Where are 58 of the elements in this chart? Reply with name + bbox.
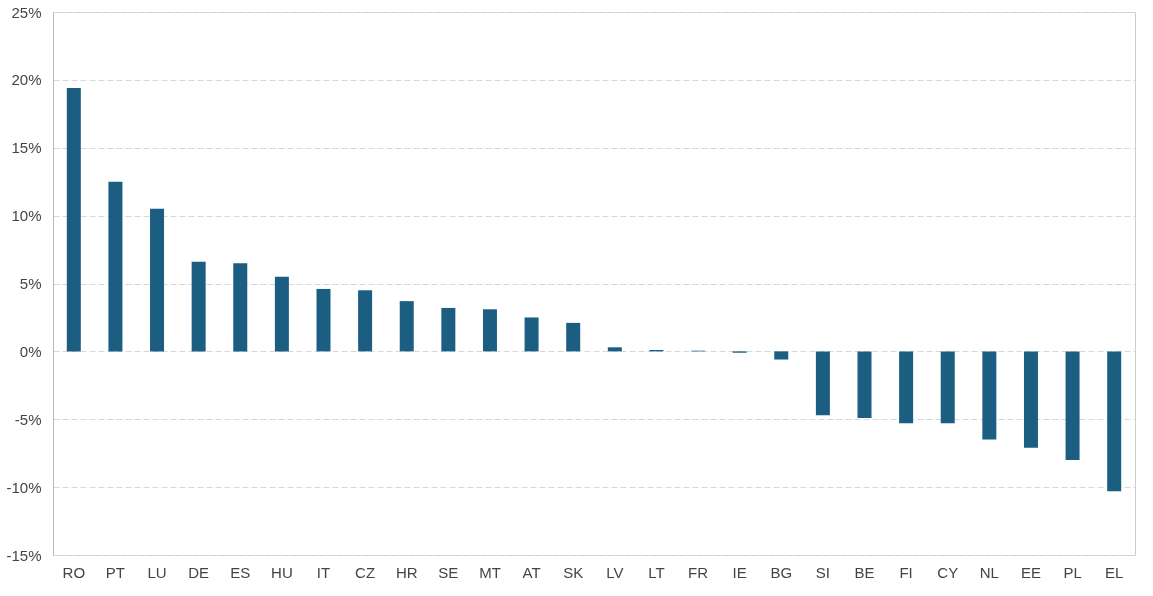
x-tick-label: LT (648, 563, 665, 581)
x-tick-label: HU (271, 563, 293, 581)
bar (399, 301, 414, 352)
x-tick-label: EL (1105, 563, 1124, 581)
x-tick-label: IT (316, 563, 331, 581)
x-tick-label: SI (815, 563, 830, 581)
bar (899, 351, 914, 424)
x-tick-label: PT (105, 563, 126, 581)
bar (566, 322, 581, 352)
bar (482, 309, 497, 352)
y-tick-label: 25% (11, 3, 42, 21)
bar (815, 351, 830, 416)
bar (1023, 351, 1038, 448)
x-tick-label: FR (688, 563, 709, 581)
bar (774, 351, 789, 360)
x-tick-label: SK (563, 563, 584, 581)
x-tick-label: BE (854, 563, 875, 581)
x-tick-label: LV (606, 563, 624, 581)
bar (274, 276, 289, 352)
x-tick-label: CY (937, 563, 959, 581)
x-tick-label: LU (147, 563, 167, 581)
y-tick-label: -10% (6, 478, 42, 496)
y-tick-label: 10% (11, 207, 42, 225)
y-tick-label: 5% (19, 275, 42, 292)
x-tick-label: RO (62, 563, 86, 581)
y-tick-label: -5% (14, 410, 42, 428)
x-tick-label: AT (522, 563, 541, 581)
bar (1065, 351, 1080, 460)
x-tick-label: MT (479, 563, 501, 581)
x-tick-label: NL (979, 563, 999, 581)
y-tick-label: 20% (11, 71, 42, 89)
bar (1107, 351, 1122, 492)
x-tick-label: PL (1063, 563, 1082, 581)
bar (441, 307, 456, 352)
bar (191, 261, 206, 352)
bar (233, 263, 248, 352)
x-tick-label: FI (899, 563, 913, 581)
bar (607, 347, 622, 352)
bar (524, 317, 539, 352)
bar (940, 351, 955, 424)
x-tick-label: ES (230, 563, 251, 581)
y-tick-label: 0% (19, 342, 42, 360)
x-tick-label: IE (732, 563, 747, 581)
bar (982, 351, 997, 440)
x-tick-label: BG (770, 563, 793, 581)
x-tick-label: CZ (355, 563, 376, 581)
x-tick-label: SE (438, 563, 459, 581)
y-tick-label: 15% (11, 139, 42, 157)
y-tick-label: -15% (6, 546, 42, 564)
x-tick-label: DE (188, 563, 210, 581)
bar (857, 351, 872, 418)
bar (316, 288, 331, 352)
bar (150, 208, 165, 352)
bar (66, 88, 81, 352)
bar (358, 290, 373, 352)
bar (108, 181, 123, 352)
x-tick-label: EE (1020, 563, 1041, 581)
x-tick-label: HR (395, 563, 418, 581)
